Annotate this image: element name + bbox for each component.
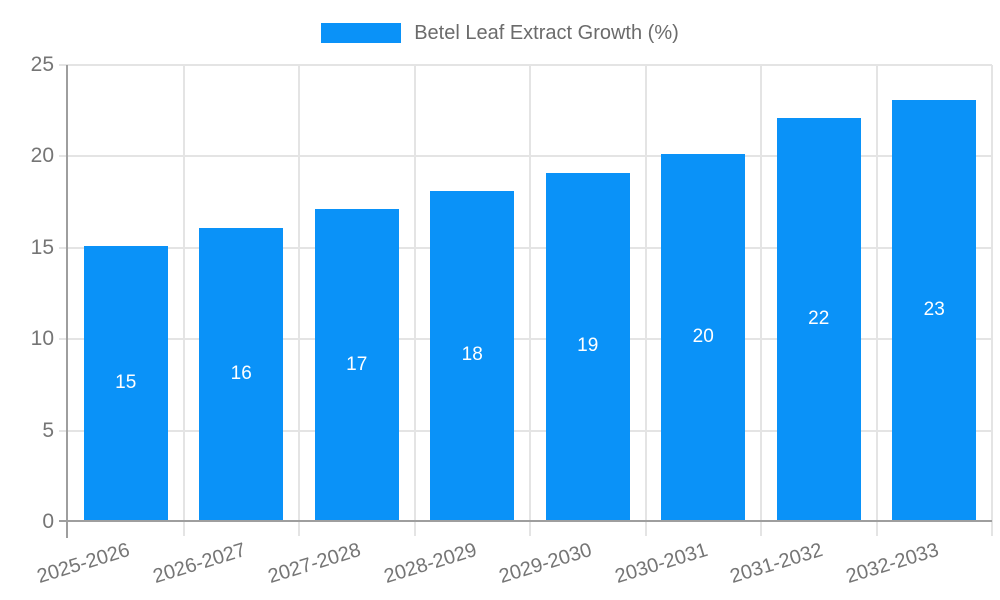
bar-value-label: 17 — [346, 353, 368, 375]
bar[interactable] — [545, 172, 630, 520]
gridline-horizontal — [59, 155, 992, 158]
gridline-horizontal — [59, 64, 992, 66]
x-axis-line — [59, 520, 992, 522]
y-axis-label: 5 — [42, 418, 54, 442]
bar[interactable] — [314, 209, 399, 520]
bar[interactable] — [83, 245, 168, 520]
y-axis-line — [66, 65, 68, 538]
gridline-vertical — [875, 65, 878, 536]
x-axis-label: 2026-2027 — [150, 538, 248, 588]
bar[interactable] — [661, 154, 746, 520]
gridline-vertical — [644, 65, 647, 536]
x-axis-label: 2031-2032 — [727, 538, 826, 588]
bar-value-label: 20 — [692, 326, 714, 348]
legend-color-swatch — [321, 23, 402, 43]
x-axis-label: 2032-2033 — [843, 538, 941, 588]
gridline-horizontal — [59, 246, 992, 249]
y-axis-label: 0 — [42, 510, 54, 533]
x-axis-label: 2027-2028 — [265, 538, 364, 588]
legend-item[interactable]: Betel Leaf Extract Growth (%) — [0, 22, 1000, 44]
bar-value-label: 18 — [461, 344, 483, 366]
bar-value-label: 19 — [577, 335, 599, 357]
gridline-vertical — [298, 65, 300, 536]
gridline-vertical — [760, 65, 762, 536]
x-axis-label: 2030-2031 — [612, 538, 710, 588]
gridline-vertical — [529, 65, 531, 536]
x-axis-label: 2025-2026 — [34, 538, 133, 588]
bar-value-label: 23 — [923, 298, 945, 320]
y-axis-label: 10 — [30, 327, 54, 351]
gridline-horizontal — [59, 429, 992, 432]
gridline-vertical — [991, 65, 993, 536]
bar-value-label: 22 — [808, 307, 830, 329]
y-axis-label: 25 — [30, 53, 54, 76]
x-axis-label: 2028-2029 — [381, 538, 479, 588]
bar[interactable] — [776, 117, 861, 520]
bar[interactable] — [199, 227, 284, 520]
y-axis-label: 15 — [30, 235, 54, 259]
x-axis-label: 2029-2030 — [496, 538, 595, 588]
gridline-vertical — [182, 65, 185, 536]
legend-label: Betel Leaf Extract Growth (%) — [414, 22, 679, 44]
bar[interactable] — [892, 99, 977, 520]
bar-value-label: 15 — [115, 371, 137, 393]
bar-value-label: 16 — [230, 362, 252, 384]
y-axis-label: 20 — [30, 144, 54, 168]
bar[interactable] — [430, 190, 515, 520]
gridline-vertical — [413, 65, 416, 536]
gridline-horizontal — [59, 338, 992, 341]
